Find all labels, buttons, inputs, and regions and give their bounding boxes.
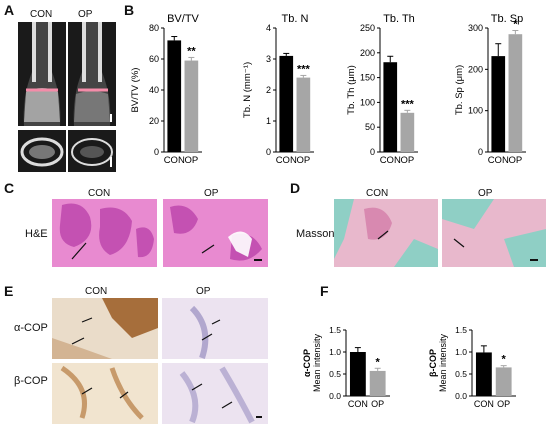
y-axis-label: BV/TV (%) [130,68,141,113]
y-tick-label: 50 [365,122,375,132]
y-tick-label: 1.5 [329,325,341,335]
bar-con [383,62,398,152]
ihc-images [52,298,268,424]
y-axis-label: Tb. Sp (μm) [454,65,465,115]
significance-marker: ** [187,45,196,57]
x-tick-label: OP [371,399,384,409]
chart-title: BV/TV [167,13,199,25]
x-tick-label: CON [348,399,368,409]
panel-label-f: F [320,283,329,299]
x-tick-label: CON [380,155,401,166]
chart-title: Tb. N [282,13,309,25]
y-axis-label: Tb. Th (μm) [346,65,357,115]
he-label-op: OP [204,188,219,199]
y-tick-label: 200 [360,48,375,58]
chart-title: Tb. Sp [491,13,523,25]
bar-op [400,112,415,152]
y-axis-label: Mean intensity [312,333,322,392]
y-tick-label: 3 [266,54,271,64]
bar-op [508,34,523,153]
bar-op [495,367,512,396]
y-tick-label: 0.0 [329,391,341,401]
panel-label-e: E [4,283,14,299]
microct-label-op: OP [78,9,93,20]
panel-label-b: B [124,2,135,18]
y-tick-label: 200 [468,64,483,74]
x-tick-label: CON [164,155,185,166]
y-axis-label: α-COP [302,349,312,377]
x-tick-label: CON [488,155,509,166]
bar-op [184,60,199,152]
bar-con [475,352,492,396]
significance-marker: *** [401,98,415,110]
y-tick-label: 250 [360,23,375,33]
he-images [52,199,268,267]
ihc-row-alpha: α-COP [14,322,48,334]
bar-con [167,40,182,152]
y-tick-label: 0.5 [329,369,341,379]
y-tick-label: 0.0 [455,391,467,401]
x-tick-label: OP [497,399,510,409]
masson-stain-label: Masson [296,228,335,240]
panel-label-c: C [4,180,15,196]
y-tick-label: 0 [154,147,159,157]
y-tick-label: 80 [149,23,159,33]
y-tick-label: 150 [360,73,375,83]
scale-bar [110,114,112,122]
y-tick-label: 2 [266,85,271,95]
bar-op [296,77,311,152]
y-tick-label: 100 [468,106,483,116]
x-tick-label: OP [184,155,198,166]
y-axis-label: Tb. N (mm⁻¹) [242,62,253,118]
y-tick-label: 60 [149,54,159,64]
x-tick-label: OP [296,155,310,166]
significance-marker: * [513,18,518,30]
y-tick-label: 40 [149,85,159,95]
bar-op [369,370,386,396]
y-tick-label: 1.5 [455,325,467,335]
masson-label-con: CON [366,188,389,199]
y-tick-label: 20 [149,116,159,126]
bar-con [279,55,294,152]
y-tick-label: 1 [266,116,271,126]
x-tick-label: CON [276,155,297,166]
masson-label-op: OP [478,188,493,199]
y-axis-label: β-COP [428,349,438,377]
masson-images [334,199,546,267]
y-tick-label: 0 [478,147,483,157]
y-tick-label: 300 [468,23,483,33]
y-tick-label: 0 [370,147,375,157]
chart-title: Tb. Th [383,13,415,25]
microct-images [18,22,116,172]
y-axis-label: Mean intensity [438,333,448,392]
significance-marker: *** [297,63,311,75]
x-tick-label: CON [474,399,494,409]
y-tick-label: 1.0 [329,347,341,357]
ihc-beta-op [162,363,268,424]
y-tick-label: 0.5 [455,369,467,379]
y-tick-label: 100 [360,97,375,107]
he-label-con: CON [88,188,111,199]
ihc-row-beta: β-COP [14,375,48,387]
ihc-alpha-op [162,298,268,359]
significance-marker: * [502,354,507,366]
x-tick-label: OP [508,155,522,166]
x-tick-label: OP [400,155,414,166]
he-stain-label: H&E [25,228,48,240]
bar-con [349,352,366,396]
significance-marker: * [376,356,381,368]
y-tick-label: 1.0 [455,347,467,357]
panel-label-d: D [290,180,301,196]
y-tick-label: 0 [266,147,271,157]
microct-label-con: CON [30,9,53,20]
bar-con [491,56,506,152]
panel-label-a: A [4,2,15,18]
y-tick-label: 4 [266,23,271,33]
ihc-label-op: OP [196,286,211,297]
ihc-label-con: CON [85,286,108,297]
